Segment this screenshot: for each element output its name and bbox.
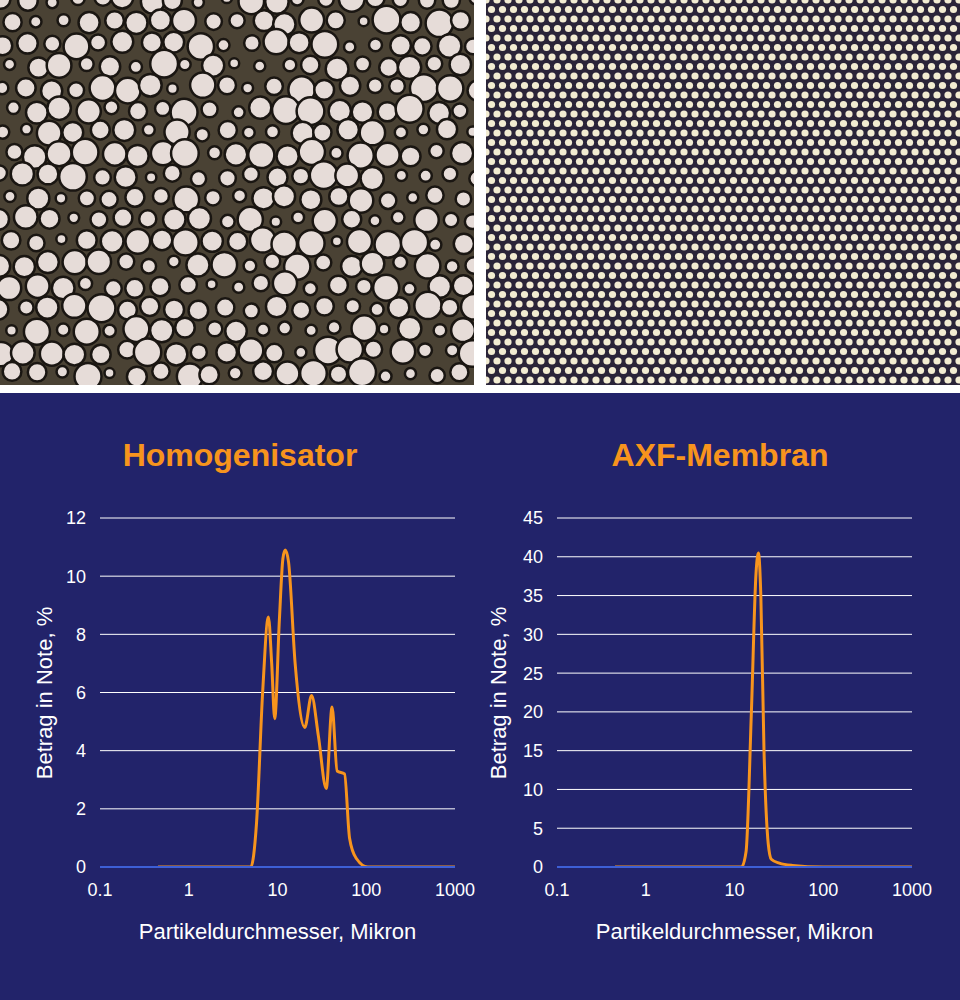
svg-text:2: 2 xyxy=(76,799,86,819)
html-text:AXF-Membran: AXF-Membran xyxy=(611,437,829,473)
html-text:Betrag in Note, %: Betrag in Note, % xyxy=(486,606,511,779)
svg-text:12: 12 xyxy=(66,508,86,528)
svg-text:25: 25 xyxy=(523,664,543,684)
svg-text:100: 100 xyxy=(351,880,381,900)
html-text:Betrag in Note, %: Betrag in Note, % xyxy=(32,606,57,779)
svg-text:Partikeldurchmesser, Mikron: Partikeldurchmesser, Mikron xyxy=(596,919,874,944)
svg-text:10: 10 xyxy=(523,780,543,800)
svg-text:6: 6 xyxy=(76,683,86,703)
svg-text:20: 20 xyxy=(523,702,543,722)
svg-text:0: 0 xyxy=(76,857,86,877)
svg-text:1000: 1000 xyxy=(435,880,475,900)
svg-text:8: 8 xyxy=(76,625,86,645)
svg-text:0.1: 0.1 xyxy=(87,880,112,900)
svg-text:0.1: 0.1 xyxy=(544,880,569,900)
svg-text:0: 0 xyxy=(533,857,543,877)
svg-text:5: 5 xyxy=(533,819,543,839)
svg-text:100: 100 xyxy=(808,880,838,900)
svg-text:35: 35 xyxy=(523,586,543,606)
svg-text:10: 10 xyxy=(724,880,744,900)
svg-text:30: 30 xyxy=(523,625,543,645)
svg-text:1: 1 xyxy=(184,880,194,900)
svg-text:4: 4 xyxy=(76,741,86,761)
svg-text:1000: 1000 xyxy=(892,880,932,900)
svg-text:40: 40 xyxy=(523,547,543,567)
svg-text:15: 15 xyxy=(523,741,543,761)
svg-text:Partikeldurchmesser, Mikron: Partikeldurchmesser, Mikron xyxy=(139,919,417,944)
svg-text:10: 10 xyxy=(66,567,86,587)
svg-text:1: 1 xyxy=(641,880,651,900)
svg-text:45: 45 xyxy=(523,508,543,528)
svg-text:10: 10 xyxy=(267,880,287,900)
html-text:Homogenisator: Homogenisator xyxy=(122,437,358,473)
